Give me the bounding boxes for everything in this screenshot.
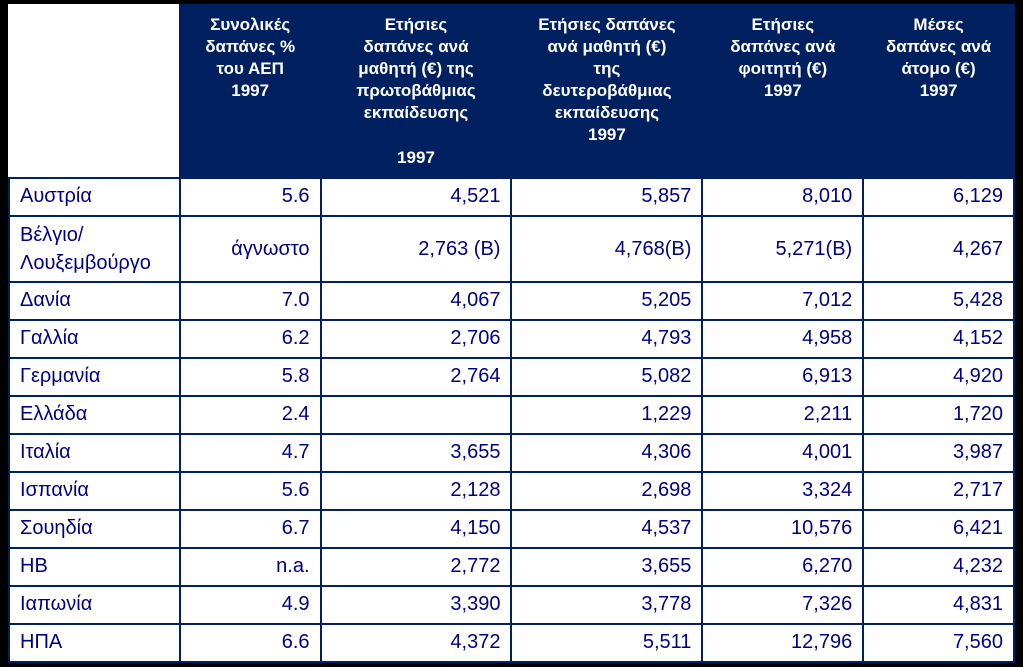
row-name: Αυστρία (9, 178, 180, 216)
cell-c3: 5,511 (511, 624, 702, 662)
cell-c4: 7,326 (702, 586, 863, 624)
table-row: ΗΒn.a.2,7723,6556,2704,232 (9, 548, 1014, 586)
cell-c5: 3,987 (863, 434, 1014, 472)
cell-c4: 12,796 (702, 624, 863, 662)
cell-c2: 4,372 (321, 624, 512, 662)
row-name: Ιαπωνία (9, 586, 180, 624)
cell-c3: 3,778 (511, 586, 702, 624)
header-col-1: Συνολικέςδαπάνες %του ΑΕΠ1997 (180, 5, 321, 178)
cell-c3: 5,205 (511, 282, 702, 320)
cell-c4: 6,913 (702, 358, 863, 396)
cell-c2 (321, 396, 512, 434)
cell-c3: 3,655 (511, 548, 702, 586)
header-text: Ετήσιεςδαπάνες ανάφοιτητή (€)1997 (730, 15, 835, 100)
cell-c4: 8,010 (702, 178, 863, 216)
cell-c5: 6,129 (863, 178, 1014, 216)
cell-c3: 4,537 (511, 510, 702, 548)
header-empty (9, 5, 180, 178)
cell-c4: 7,012 (702, 282, 863, 320)
cell-c5: 5,428 (863, 282, 1014, 320)
cell-c3: 2,698 (511, 472, 702, 510)
table-row: Ελλάδα2.4 1,2292,2111,720 (9, 396, 1014, 434)
cell-c5: 2,717 (863, 472, 1014, 510)
cell-c5: 4,831 (863, 586, 1014, 624)
header-text: Ετήσιεςδαπάνες ανάμαθητή (€) τηςπρωτοβάθ… (356, 15, 475, 167)
cell-c3: 5,857 (511, 178, 702, 216)
cell-c3: 4,768(B) (511, 216, 702, 282)
row-name: Ελλάδα (9, 396, 180, 434)
cell-c4: 10,576 (702, 510, 863, 548)
table-row: Ισπανία5.62,1282,6983,3242,717 (9, 472, 1014, 510)
cell-c3: 5,082 (511, 358, 702, 396)
cell-c3: 1,229 (511, 396, 702, 434)
cell-c3: 4,306 (511, 434, 702, 472)
cell-c2: 3,655 (321, 434, 512, 472)
table-row: Γαλλία6.22,7064,7934,9584,152 (9, 320, 1014, 358)
cell-c2: 2,128 (321, 472, 512, 510)
header-col-2: Ετήσιεςδαπάνες ανάμαθητή (€) τηςπρωτοβάθ… (321, 5, 512, 178)
cell-c1: 4.7 (180, 434, 321, 472)
table-row: Ιταλία4.73,6554,3064,0013,987 (9, 434, 1014, 472)
table-row: Δανία7.04,0675,2057,0125,428 (9, 282, 1014, 320)
header-col-3: Ετήσιες δαπάνεςανά μαθητή (€)τηςδευτεροβ… (511, 5, 702, 178)
table-row: Βέλγιο/Λουξεμβούργοάγνωστο2,763 (B)4,768… (9, 216, 1014, 282)
cell-c5: 4,920 (863, 358, 1014, 396)
cell-c4: 3,324 (702, 472, 863, 510)
cell-c1: 6.6 (180, 624, 321, 662)
cell-c5: 4,152 (863, 320, 1014, 358)
cell-c3: 4,793 (511, 320, 702, 358)
cell-c5: 6,421 (863, 510, 1014, 548)
cell-c2: 2,764 (321, 358, 512, 396)
cell-c5: 4,232 (863, 548, 1014, 586)
cell-c2: 2,772 (321, 548, 512, 586)
cell-c5: 4,267 (863, 216, 1014, 282)
table-row: Γερμανία5.82,7645,0826,9134,920 (9, 358, 1014, 396)
row-name: Δανία (9, 282, 180, 320)
cell-c1: 5.6 (180, 472, 321, 510)
cell-c1: n.a. (180, 548, 321, 586)
cell-c2: 4,521 (321, 178, 512, 216)
cell-c1: 6.2 (180, 320, 321, 358)
row-name: Σουηδία (9, 510, 180, 548)
row-name: Γερμανία (9, 358, 180, 396)
table-row: Ιαπωνία4.93,3903,7787,3264,831 (9, 586, 1014, 624)
cell-c4: 5,271(B) (702, 216, 863, 282)
row-name: ΗΠΑ (9, 624, 180, 662)
cell-c1: άγνωστο (180, 216, 321, 282)
cell-c5: 1,720 (863, 396, 1014, 434)
table-frame: Συνολικέςδαπάνες %του ΑΕΠ1997 Ετήσιεςδαπ… (4, 0, 1019, 667)
row-name: Ισπανία (9, 472, 180, 510)
cell-c4: 4,958 (702, 320, 863, 358)
header-text: Ετήσιες δαπάνεςανά μαθητή (€)τηςδευτεροβ… (538, 15, 675, 144)
cell-c2: 4,067 (321, 282, 512, 320)
row-name: Ιταλία (9, 434, 180, 472)
row-name: Βέλγιο/Λουξεμβούργο (9, 216, 180, 282)
cell-c2: 2,763 (B) (321, 216, 512, 282)
cell-c1: 5.6 (180, 178, 321, 216)
header-col-5: Μέσεςδαπάνες ανάάτομο (€)1997 (863, 5, 1014, 178)
cell-c4: 2,211 (702, 396, 863, 434)
cell-c1: 7.0 (180, 282, 321, 320)
table-body: Αυστρία5.64,5215,8578,0106,129Βέλγιο/Λου… (9, 178, 1014, 662)
cell-c1: 6.7 (180, 510, 321, 548)
header-col-4: Ετήσιεςδαπάνες ανάφοιτητή (€)1997 (702, 5, 863, 178)
table-row: Αυστρία5.64,5215,8578,0106,129 (9, 178, 1014, 216)
cell-c4: 6,270 (702, 548, 863, 586)
cell-c2: 4,150 (321, 510, 512, 548)
table-row: ΗΠΑ6.64,3725,51112,7967,560 (9, 624, 1014, 662)
cell-c4: 4,001 (702, 434, 863, 472)
cell-c2: 3,390 (321, 586, 512, 624)
education-spending-table: Συνολικέςδαπάνες %του ΑΕΠ1997 Ετήσιεςδαπ… (8, 4, 1015, 663)
cell-c1: 2.4 (180, 396, 321, 434)
header-text: Μέσεςδαπάνες ανάάτομο (€)1997 (886, 15, 991, 100)
cell-c5: 7,560 (863, 624, 1014, 662)
cell-c2: 2,706 (321, 320, 512, 358)
row-name: Γαλλία (9, 320, 180, 358)
row-name: ΗΒ (9, 548, 180, 586)
header-text: Συνολικέςδαπάνες %του ΑΕΠ1997 (205, 15, 295, 100)
table-row: Σουηδία6.74,1504,53710,5766,421 (9, 510, 1014, 548)
cell-c1: 4.9 (180, 586, 321, 624)
cell-c1: 5.8 (180, 358, 321, 396)
table-header: Συνολικέςδαπάνες %του ΑΕΠ1997 Ετήσιεςδαπ… (9, 5, 1014, 178)
